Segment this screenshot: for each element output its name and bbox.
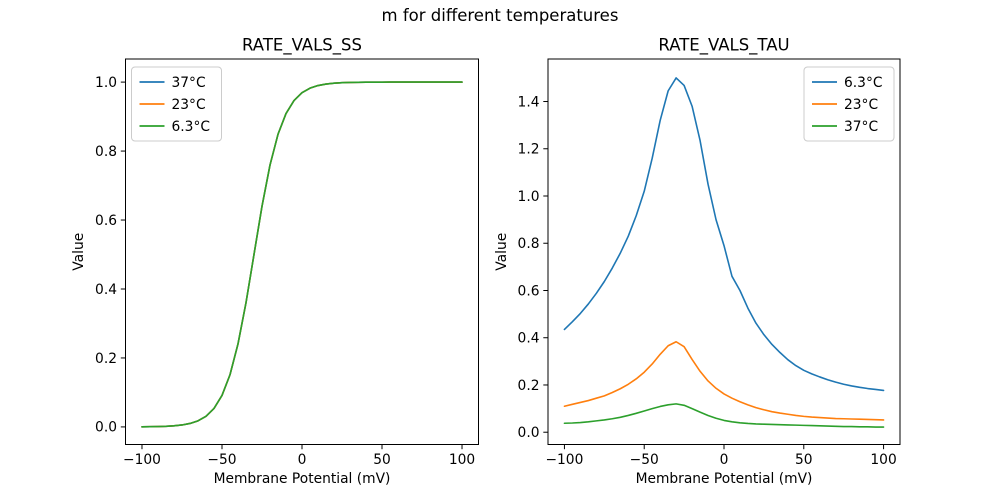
series-line-23c bbox=[563, 340, 885, 421]
x-tick-label: 100 bbox=[870, 452, 896, 468]
x-tick-label: 0 bbox=[720, 452, 729, 468]
legend-label: 6.3°C bbox=[844, 75, 882, 91]
y-tick-label: 1.0 bbox=[518, 189, 540, 205]
legend-item: 6.3°C bbox=[139, 119, 210, 135]
y-tick-label: 0.0 bbox=[518, 425, 540, 441]
y-tick-label: 0.0 bbox=[95, 420, 117, 436]
y-tick-label: 0.2 bbox=[95, 351, 117, 367]
x-axis-label: Membrane Potential (mV) bbox=[214, 471, 391, 487]
x-tick-label: 50 bbox=[795, 452, 813, 468]
subplot-title: RATE_VALS_TAU bbox=[658, 36, 789, 56]
legend-item: 6.3°C bbox=[812, 75, 882, 91]
y-tick-label: 0.8 bbox=[518, 236, 540, 252]
y-tick-label: 0.8 bbox=[95, 144, 117, 160]
x-tick-label: 100 bbox=[449, 452, 475, 468]
figure-suptitle: m for different temperatures bbox=[381, 6, 619, 25]
y-tick-label: 0.4 bbox=[95, 282, 117, 298]
legend: 37°C 23°C 6.3°C bbox=[131, 66, 222, 142]
y-tick-label: 0.6 bbox=[518, 283, 540, 299]
x-tick-label: −50 bbox=[630, 452, 659, 468]
x-tick-label: −100 bbox=[545, 452, 583, 468]
series-line-63c bbox=[141, 81, 463, 428]
legend-label: 23°C bbox=[172, 97, 206, 113]
subplot-ratevalsss: −100 −50 0 50 100 0.0 0.2 0.4 0.6 0.8 1.0 RATE_VALS… bbox=[71, 36, 479, 487]
y-tick-label: 0.4 bbox=[518, 331, 540, 347]
x-tick-label: −50 bbox=[207, 452, 236, 468]
legend-label: 37°C bbox=[172, 75, 206, 91]
y-tick-label: 0.2 bbox=[518, 378, 540, 394]
legend-box bbox=[803, 66, 895, 142]
legend-item: 23°C bbox=[139, 97, 206, 113]
legend-item: 23°C bbox=[812, 97, 878, 113]
legend-box bbox=[131, 66, 222, 142]
x-tick-label: −100 bbox=[123, 452, 161, 468]
legend: 6.3°C 23°C 37°C bbox=[803, 66, 895, 142]
legend-label: 6.3°C bbox=[172, 119, 210, 135]
subplot-ratevalstau: −100 −50 0 50 100 0.0 0.2 0.4 0.6 0.8 1.0 1.2 1.4 RAT… bbox=[494, 36, 901, 487]
y-tick-label: 1.2 bbox=[518, 142, 540, 158]
legend-item: 37°C bbox=[812, 119, 878, 135]
x-tick-label: 0 bbox=[298, 452, 307, 468]
y-axis-label: Value bbox=[494, 233, 510, 271]
legend-label: 37°C bbox=[844, 119, 878, 135]
y-tick-label: 1.0 bbox=[95, 75, 117, 91]
x-axis-label: Membrane Potential (mV) bbox=[636, 471, 813, 487]
series-line-37c bbox=[563, 403, 885, 428]
y-tick-label: 1.4 bbox=[518, 94, 540, 110]
series-line-63c bbox=[563, 77, 885, 392]
x-tick-label: 50 bbox=[373, 452, 391, 468]
y-tick-label: 0.6 bbox=[95, 213, 117, 229]
subplot-title: RATE_VALS_SS bbox=[242, 36, 362, 56]
legend-item: 37°C bbox=[139, 75, 206, 91]
y-axis-label: Value bbox=[71, 233, 87, 271]
legend-label: 23°C bbox=[844, 97, 878, 113]
